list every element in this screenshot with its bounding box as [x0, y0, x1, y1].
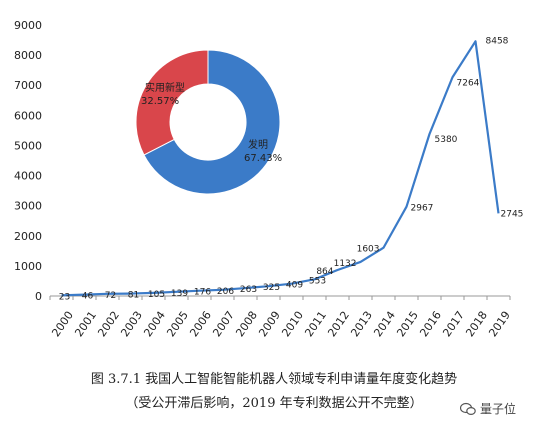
- y-tick-label: 3000: [14, 200, 42, 213]
- x-tick-label: 2013: [348, 309, 375, 339]
- data-label: 176: [194, 288, 211, 298]
- x-tick-label: 2012: [325, 309, 352, 339]
- data-label: 409: [286, 281, 303, 291]
- data-label: 139: [171, 289, 188, 299]
- data-label: 2745: [501, 209, 524, 219]
- y-tick-label: 6000: [14, 109, 42, 122]
- x-tick-label: 2018: [463, 309, 490, 339]
- x-tick-label: 2014: [371, 309, 398, 339]
- x-tick-label: 2004: [141, 309, 168, 339]
- watermark-text: 量子位: [480, 402, 517, 416]
- y-tick-label: 1000: [14, 260, 42, 273]
- x-tick-label: 2019: [486, 309, 513, 339]
- data-label: 206: [217, 287, 234, 297]
- data-label: 72: [105, 291, 116, 301]
- chart-svg: 0 1000 2000 3000 4000 5000 6000 7000 8000 9000 20…: [14, 19, 524, 339]
- x-tick-label: 2005: [164, 309, 191, 339]
- x-tick-label: 2001: [72, 309, 99, 339]
- inset-donut-chart: 发明 67.43% 实用新型 32.57%: [135, 49, 282, 195]
- x-tick-label: 2017: [440, 309, 467, 339]
- data-label: 105: [148, 290, 165, 300]
- figure-caption-note: （受公开滞后影响，2019 年专利数据公开不完整）: [125, 396, 423, 411]
- x-tick-label: 2006: [187, 309, 214, 339]
- data-label: 5380: [435, 135, 458, 145]
- data-label: 263: [240, 285, 257, 295]
- line-series: [61, 40, 500, 297]
- data-label: 8458: [486, 36, 509, 46]
- x-tick-label: 2003: [118, 309, 145, 339]
- x-tick-label: 2002: [95, 309, 122, 339]
- x-tick-label: 2000: [49, 309, 76, 339]
- data-label: 553: [309, 276, 326, 286]
- pie-slice: [143, 49, 281, 195]
- pie-slice-percent: 67.43%: [244, 153, 282, 164]
- x-tick-label: 2011: [302, 309, 329, 339]
- data-label: 864: [316, 267, 333, 277]
- y-tick-label: 5000: [14, 139, 42, 152]
- data-label: 2967: [411, 204, 434, 214]
- x-axis: 2000200120022003200420052006200720082009…: [49, 295, 513, 339]
- data-label: 325: [263, 283, 280, 293]
- y-tick-label: 7000: [14, 79, 42, 92]
- watermark: 量子位: [460, 400, 516, 417]
- figure-caption: 图 3.7.1 我国人工智能智能机器人领域专利申请量年度变化趋势: [90, 372, 458, 387]
- pie-slice-percent: 32.57%: [141, 96, 179, 107]
- data-label: 1603: [357, 245, 380, 255]
- x-tick-label: 2007: [210, 309, 237, 339]
- y-tick-label: 2000: [14, 230, 42, 243]
- wechat-logo-icon: [460, 402, 476, 415]
- data-labels: 23 46 72 81 105 139 176 206 263 325 409 55386411321…: [59, 36, 524, 302]
- x-tick-label: 2016: [417, 309, 444, 339]
- pie-slice-label: 发明: [248, 138, 268, 151]
- y-tick-label: 9000: [14, 19, 42, 32]
- series-line: [61, 40, 500, 297]
- pie-slice: [135, 49, 209, 156]
- data-label: 23: [59, 292, 70, 302]
- data-label: 1132: [334, 259, 357, 269]
- x-tick-label: 2008: [233, 309, 260, 339]
- pie-slice-label: 实用新型: [145, 81, 185, 94]
- data-label: 81: [128, 291, 139, 301]
- x-tick-label: 2015: [394, 309, 421, 339]
- y-tick-label: 8000: [14, 49, 42, 62]
- x-tick-label: 2009: [256, 309, 283, 339]
- y-axis: 0 1000 2000 3000 4000 5000 6000 7000 8000 9000: [14, 19, 42, 303]
- y-tick-label: 0: [35, 290, 42, 303]
- x-tick-label: 2010: [279, 309, 306, 339]
- data-label: 7264: [457, 78, 480, 88]
- data-label: 46: [82, 292, 94, 302]
- y-tick-label: 4000: [14, 170, 42, 183]
